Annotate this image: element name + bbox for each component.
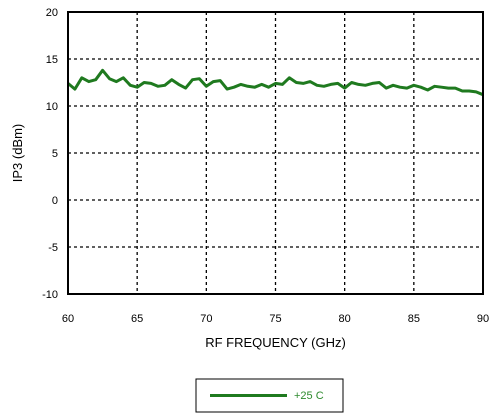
- legend-label: +25 C: [294, 390, 324, 402]
- series-layer: [67, 68, 484, 97]
- x-tick-label: 75: [269, 313, 281, 325]
- x-tick-label: 70: [200, 313, 212, 325]
- series-line-25c: [67, 68, 484, 97]
- x-tick-labels: 60 65 70 75 80 85 90: [62, 313, 489, 325]
- x-tick-label: 60: [62, 313, 74, 325]
- x-tick-label: 85: [408, 313, 420, 325]
- x-tick-label: 90: [477, 313, 489, 325]
- legend: +25 C: [195, 378, 344, 413]
- y-tick-label: -10: [42, 289, 58, 301]
- y-tick-labels: -10 -5 0 5 10 15 20: [42, 7, 58, 301]
- y-tick-label: 20: [46, 7, 58, 19]
- y-axis-label: IP3 (dBm): [10, 124, 25, 183]
- y-tick-label: 10: [46, 101, 58, 113]
- y-tick-label: 15: [46, 54, 58, 66]
- x-tick-label: 80: [339, 313, 351, 325]
- x-axis-label: RF FREQUENCY (GHz): [205, 335, 346, 350]
- x-tick-label: 65: [131, 313, 143, 325]
- grid-lines: [68, 12, 483, 294]
- y-tick-label: 0: [52, 195, 58, 207]
- y-tick-label: 5: [52, 148, 58, 160]
- plot-frame: [67, 11, 484, 295]
- y-tick-label: -5: [48, 242, 58, 254]
